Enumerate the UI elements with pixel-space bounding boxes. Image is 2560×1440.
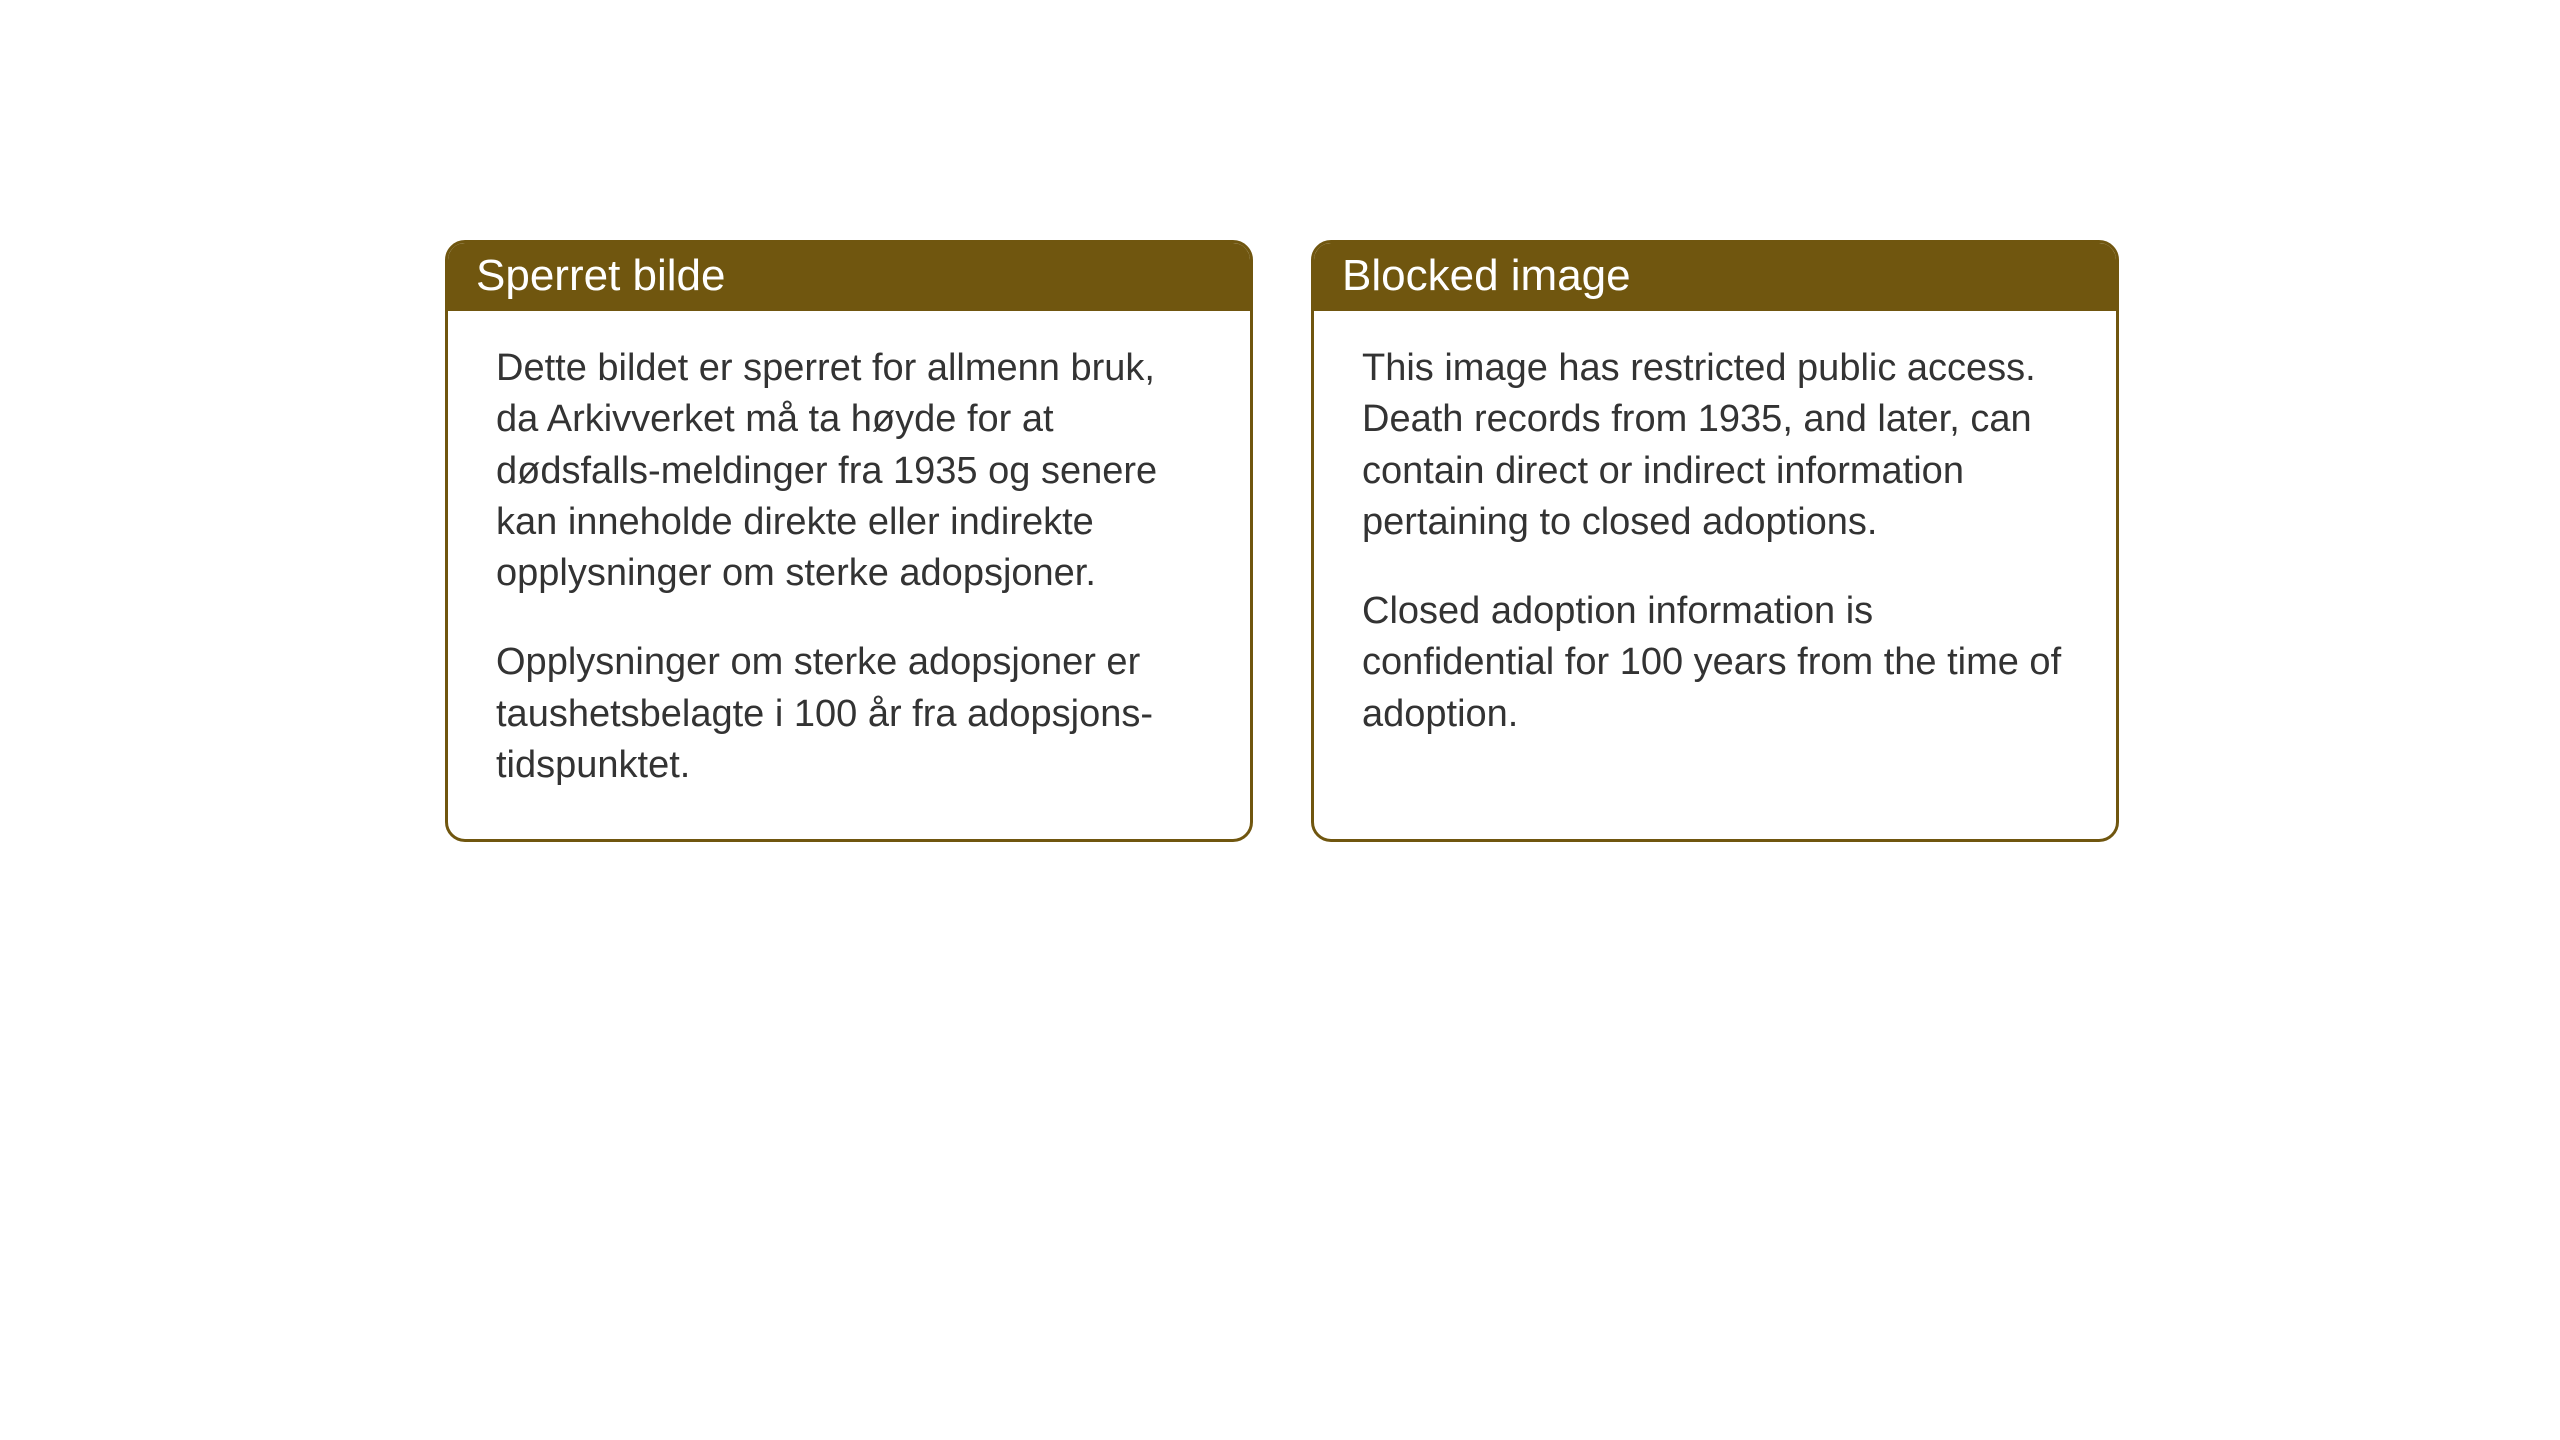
card-norwegian-body: Dette bildet er sperret for allmenn bruk… — [448, 311, 1250, 839]
card-norwegian: Sperret bilde Dette bildet er sperret fo… — [445, 240, 1253, 842]
card-english-header: Blocked image — [1314, 243, 2116, 311]
card-norwegian-title: Sperret bilde — [476, 251, 725, 300]
card-norwegian-paragraph-1: Dette bildet er sperret for allmenn bruk… — [496, 343, 1202, 599]
card-english-paragraph-1: This image has restricted public access.… — [1362, 343, 2068, 548]
card-norwegian-paragraph-2: Opplysninger om sterke adopsjoner er tau… — [496, 637, 1202, 791]
card-english-title: Blocked image — [1342, 251, 1631, 300]
card-english-paragraph-2: Closed adoption information is confident… — [1362, 586, 2068, 740]
cards-container: Sperret bilde Dette bildet er sperret fo… — [445, 240, 2119, 842]
card-english-body: This image has restricted public access.… — [1314, 311, 2116, 788]
card-norwegian-header: Sperret bilde — [448, 243, 1250, 311]
card-english: Blocked image This image has restricted … — [1311, 240, 2119, 842]
